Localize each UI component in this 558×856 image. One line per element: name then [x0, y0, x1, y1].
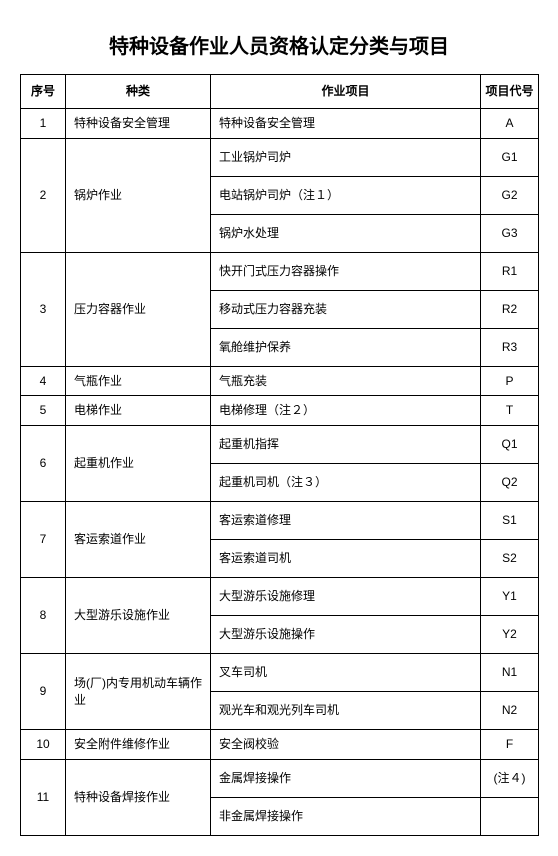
cell-category: 锅炉作业 — [66, 138, 211, 252]
col-header-code: 项目代号 — [481, 75, 539, 109]
classification-table: 序号 种类 作业项目 项目代号 1特种设备安全管理特种设备安全管理A2锅炉作业工… — [20, 74, 539, 836]
cell-code: R2 — [481, 290, 539, 328]
cell-item: 金属焊接操作 — [211, 759, 481, 797]
table-row: 6起重机作业起重机指挥Q1 — [21, 426, 539, 464]
table-row: 11特种设备焊接作业金属焊接操作(注４) — [21, 759, 539, 797]
table-row: 3压力容器作业快开门式压力容器操作R1 — [21, 252, 539, 290]
cell-code: S2 — [481, 540, 539, 578]
cell-code: G3 — [481, 214, 539, 252]
cell-category: 电梯作业 — [66, 396, 211, 426]
cell-item: 客运索道司机 — [211, 540, 481, 578]
cell-item: 移动式压力容器充装 — [211, 290, 481, 328]
cell-category: 特种设备安全管理 — [66, 108, 211, 138]
cell-item: 叉车司机 — [211, 654, 481, 692]
cell-code: A — [481, 108, 539, 138]
cell-index: 8 — [21, 578, 66, 654]
cell-item: 起重机指挥 — [211, 426, 481, 464]
cell-category: 大型游乐设施作业 — [66, 578, 211, 654]
table-row: 4气瓶作业气瓶充装P — [21, 366, 539, 396]
cell-item: 氧舱维护保养 — [211, 328, 481, 366]
cell-item: 大型游乐设施操作 — [211, 616, 481, 654]
col-header-item: 作业项目 — [211, 75, 481, 109]
cell-index: 2 — [21, 138, 66, 252]
table-row: 2锅炉作业工业锅炉司炉G1 — [21, 138, 539, 176]
table-row: 7客运索道作业客运索道修理S1 — [21, 502, 539, 540]
cell-code: Y2 — [481, 616, 539, 654]
cell-code — [481, 797, 539, 835]
cell-item: 快开门式压力容器操作 — [211, 252, 481, 290]
cell-item: 电站锅炉司炉（注１） — [211, 176, 481, 214]
cell-item: 锅炉水处理 — [211, 214, 481, 252]
page-title: 特种设备作业人员资格认定分类与项目 — [20, 30, 538, 59]
cell-code: T — [481, 396, 539, 426]
table-row: 10安全附件维修作业安全阀校验F — [21, 730, 539, 760]
cell-code: S1 — [481, 502, 539, 540]
table-row: 8大型游乐设施作业大型游乐设施修理Y1 — [21, 578, 539, 616]
cell-item: 气瓶充装 — [211, 366, 481, 396]
cell-index: 9 — [21, 654, 66, 730]
table-row: 5电梯作业电梯修理（注２）T — [21, 396, 539, 426]
cell-item: 特种设备安全管理 — [211, 108, 481, 138]
cell-item: 客运索道修理 — [211, 502, 481, 540]
table-row: 1特种设备安全管理特种设备安全管理A — [21, 108, 539, 138]
cell-category: 场(厂)内专用机动车辆作业 — [66, 654, 211, 730]
cell-index: 7 — [21, 502, 66, 578]
col-header-index: 序号 — [21, 75, 66, 109]
cell-code: R3 — [481, 328, 539, 366]
cell-code: G1 — [481, 138, 539, 176]
cell-code: Y1 — [481, 578, 539, 616]
cell-item: 大型游乐设施修理 — [211, 578, 481, 616]
cell-item: 起重机司机（注３） — [211, 464, 481, 502]
cell-code: (注４) — [481, 759, 539, 797]
cell-category: 气瓶作业 — [66, 366, 211, 396]
cell-index: 4 — [21, 366, 66, 396]
col-header-category: 种类 — [66, 75, 211, 109]
cell-category: 起重机作业 — [66, 426, 211, 502]
cell-index: 1 — [21, 108, 66, 138]
table-body: 1特种设备安全管理特种设备安全管理A2锅炉作业工业锅炉司炉G1电站锅炉司炉（注１… — [21, 108, 539, 835]
cell-code: G2 — [481, 176, 539, 214]
cell-category: 压力容器作业 — [66, 252, 211, 366]
cell-code: Q1 — [481, 426, 539, 464]
cell-code: F — [481, 730, 539, 760]
cell-index: 10 — [21, 730, 66, 760]
cell-code: N2 — [481, 692, 539, 730]
cell-item: 安全阀校验 — [211, 730, 481, 760]
table-row: 9场(厂)内专用机动车辆作业叉车司机N1 — [21, 654, 539, 692]
cell-item: 非金属焊接操作 — [211, 797, 481, 835]
cell-category: 特种设备焊接作业 — [66, 759, 211, 835]
cell-index: 11 — [21, 759, 66, 835]
cell-index: 5 — [21, 396, 66, 426]
cell-code: P — [481, 366, 539, 396]
cell-code: Q2 — [481, 464, 539, 502]
cell-category: 安全附件维修作业 — [66, 730, 211, 760]
cell-item: 工业锅炉司炉 — [211, 138, 481, 176]
cell-item: 观光车和观光列车司机 — [211, 692, 481, 730]
cell-code: R1 — [481, 252, 539, 290]
cell-category: 客运索道作业 — [66, 502, 211, 578]
cell-code: N1 — [481, 654, 539, 692]
cell-item: 电梯修理（注２） — [211, 396, 481, 426]
cell-index: 6 — [21, 426, 66, 502]
cell-index: 3 — [21, 252, 66, 366]
table-header-row: 序号 种类 作业项目 项目代号 — [21, 75, 539, 109]
